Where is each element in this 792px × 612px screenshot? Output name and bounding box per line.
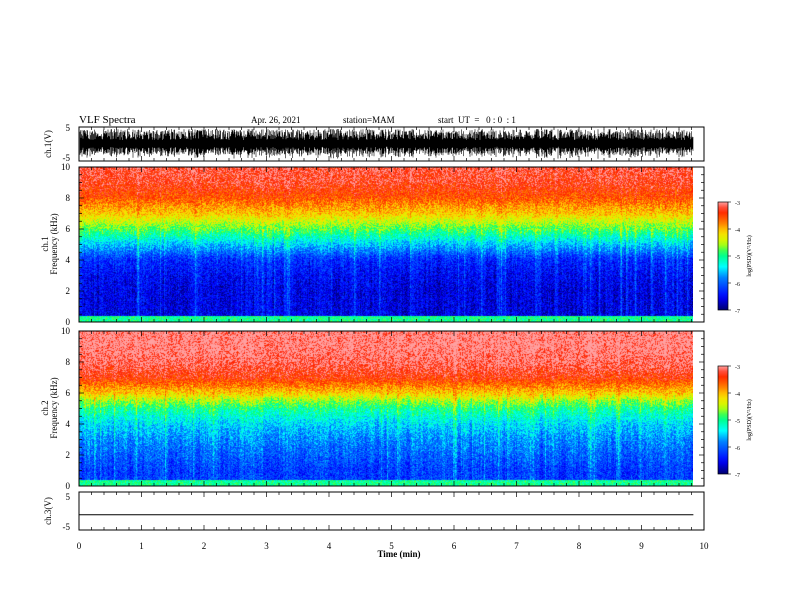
time-tick-label: 2 xyxy=(202,541,207,551)
time-tick-label: 3 xyxy=(264,541,269,551)
ch3-waveform-frame xyxy=(78,491,705,531)
ch2-ytick-8: 8 xyxy=(66,357,71,367)
ch1-frequency-ylabel: Frequency (kHz) xyxy=(49,213,59,274)
ch2-frequency-ylabel: Frequency (kHz) xyxy=(49,377,59,438)
ch3-waveform-ylabel: ch.3(V) xyxy=(43,497,53,525)
ch1-ytick-4: 4 xyxy=(66,255,71,265)
ch1-waveform-ticks xyxy=(78,127,705,161)
ch1-colorbar xyxy=(717,201,729,311)
ch1-spectrogram-image xyxy=(79,167,693,322)
ch1-cbar-tick-m4: -4 xyxy=(735,228,740,234)
ch2-ytick-0: 0 xyxy=(66,481,71,491)
ch3-ytick-bottom: -5 xyxy=(63,522,71,532)
ch1-waveform-trace xyxy=(79,129,694,159)
ch2-ytick-4: 4 xyxy=(66,419,71,429)
time-tick-label: 10 xyxy=(700,541,710,551)
time-axis-label: Time (min) xyxy=(377,549,420,559)
time-tick-label: 4 xyxy=(327,541,332,551)
ch1-ytick-top: 5 xyxy=(66,123,71,133)
time-tick-label: 8 xyxy=(577,541,582,551)
ch1-cbar-tick-m3: -3 xyxy=(735,201,740,207)
ch2-cbar-tick-m7: -7 xyxy=(735,473,740,479)
ch1-waveform-panel: 5 -5 ch.1(V) xyxy=(43,123,705,163)
ch2-cbar-tick-m6: -6 xyxy=(735,446,740,452)
ch1-ytick-6: 6 xyxy=(66,224,71,234)
time-tick-label: 5 xyxy=(389,541,394,551)
figure-title: VLF Spectra xyxy=(79,114,136,126)
ch2-colorbar-label: log(PSD)(V²/Hz) xyxy=(746,399,753,440)
time-tick-label: 9 xyxy=(639,541,644,551)
ch2-spectrogram-ticks xyxy=(78,330,705,487)
ch2-ytick-6: 6 xyxy=(66,388,71,398)
time-tick-label: 1 xyxy=(139,541,144,551)
ch1-spectrogram-ticks xyxy=(78,166,705,323)
ch1-cbar-tick-m7: -7 xyxy=(735,309,740,315)
time-tick-label: 6 xyxy=(452,541,457,551)
ch2-colorbar xyxy=(717,365,729,475)
date-label: Apr. 26, 2021 xyxy=(251,115,301,125)
ch2-cbar-tick-m4: -4 xyxy=(735,392,740,398)
ch2-ytick-2: 2 xyxy=(66,450,71,460)
ch3-waveform-ticks xyxy=(78,492,705,530)
ch1-colorbar-ticks xyxy=(728,201,731,311)
ch2-colorbar-ticks xyxy=(728,365,731,475)
ch2-channel-label: ch.2 xyxy=(40,400,50,415)
ch1-waveform-path xyxy=(79,129,694,159)
ch1-waveform-ylabel: ch.1(V) xyxy=(43,130,53,158)
ch1-ytick-8: 8 xyxy=(66,193,71,203)
ch2-ytick-10: 10 xyxy=(61,326,71,336)
ch2-spectrogram-panel: 0 2 4 6 8 10 ch.2 Frequency (kHz) -3 -4 … xyxy=(40,326,753,491)
ch1-ytick-2: 2 xyxy=(66,286,71,296)
ch1-colorbar-label: log(PSD)(V²/Hz) xyxy=(746,235,753,276)
ch1-spectrogram-panel: 0 2 4 6 8 10 ch.1 Frequency (kHz) -3 -4 … xyxy=(40,162,753,327)
time-axis: 0 1 2 3 4 5 6 7 8 9 10 xyxy=(77,541,709,551)
ch1-ytick-0: 0 xyxy=(66,317,71,327)
start-ut-label: start UT = 0 : 0 : 1 xyxy=(438,115,516,125)
ch2-spectrogram-image xyxy=(79,331,693,486)
ch3-ytick-top: 5 xyxy=(66,492,71,502)
time-tick-label: 7 xyxy=(514,541,519,551)
ch1-cbar-tick-m5: -5 xyxy=(735,255,740,261)
ch2-cbar-tick-m3: -3 xyxy=(735,365,740,371)
station-label: station=MAM xyxy=(343,115,395,125)
time-tick-label: 0 xyxy=(77,541,82,551)
ch2-cbar-tick-m5: -5 xyxy=(735,419,740,425)
ch3-waveform-panel: 5 -5 ch.3(V) xyxy=(43,491,705,532)
ch1-ytick-bottom: -5 xyxy=(63,153,71,163)
ch1-ytick-10: 10 xyxy=(61,162,71,172)
ch1-cbar-tick-m6: -6 xyxy=(735,282,740,288)
ch1-channel-label: ch.1 xyxy=(40,236,50,251)
